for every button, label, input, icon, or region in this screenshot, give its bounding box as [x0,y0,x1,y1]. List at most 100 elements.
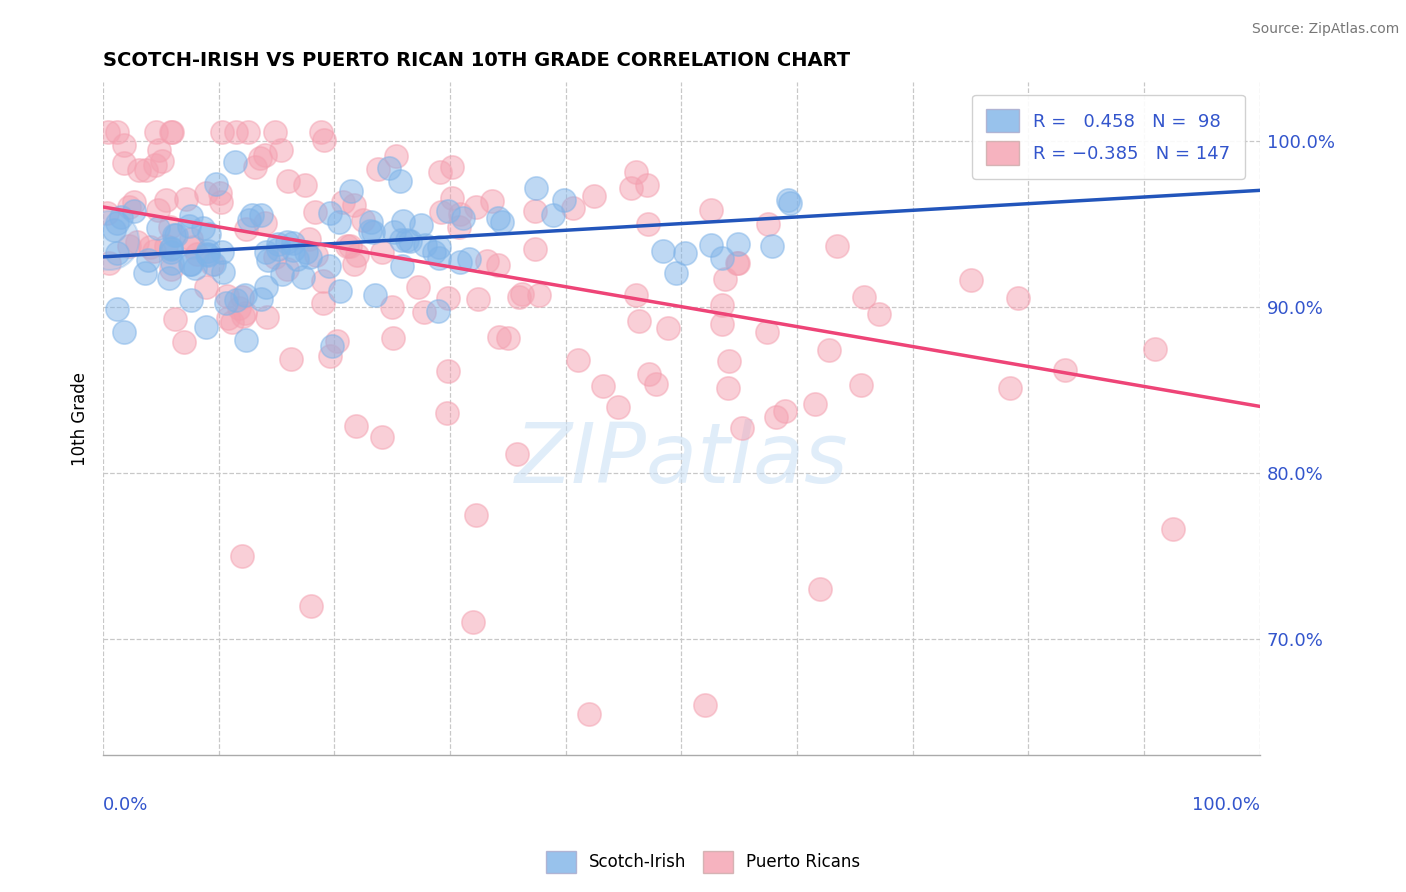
Point [391,259,413,273]
Point [451,211,474,226]
Point [441,191,464,205]
Point [1007,291,1029,305]
Point [143,244,166,259]
Point [527,287,550,301]
Point [294,244,316,259]
Point [496,331,519,345]
Point [567,352,589,367]
Point [430,205,453,219]
Point [162,228,184,243]
Point [481,194,503,209]
Point [825,238,848,252]
Point [160,256,183,270]
Point [849,377,872,392]
Point [541,208,564,222]
Point [427,240,450,254]
Point [524,181,547,195]
Point [321,339,343,353]
Point [160,262,183,277]
Point [637,217,659,231]
Point [225,125,247,139]
Point [389,233,412,247]
Point [486,211,509,225]
Point [731,421,754,435]
Point [292,269,315,284]
Point [363,225,385,239]
Point [231,290,253,304]
Point [127,235,149,249]
Point [194,186,217,200]
Point [186,247,208,261]
Point [346,248,368,262]
Point [197,248,219,262]
Point [146,220,169,235]
Point [165,311,187,326]
Point [159,219,181,234]
Point [693,698,716,713]
Point [257,252,280,267]
Point [449,219,471,234]
Point [620,181,643,195]
Point [112,137,135,152]
Point [198,227,221,242]
Point [155,193,177,207]
Point [700,202,723,217]
Point [359,224,381,238]
Point [765,409,787,424]
Point [637,367,659,381]
Point [294,178,316,192]
Point [628,314,651,328]
Point [285,252,308,266]
Point [328,215,350,229]
Point [298,232,321,246]
Point [165,227,187,242]
Point [458,252,481,267]
Point [180,257,202,271]
Point [319,349,342,363]
Point [312,274,335,288]
Point [235,334,257,348]
Point [160,241,183,255]
Point [97,233,120,247]
Point [304,205,326,219]
Point [626,165,648,179]
Point [381,300,404,314]
Point [360,215,382,229]
Point [240,208,263,222]
Point [174,192,197,206]
Point [270,144,292,158]
Point [184,260,207,275]
Point [105,216,128,230]
Point [440,160,463,174]
Point [339,239,361,253]
Point [112,325,135,339]
Point [606,401,628,415]
Point [371,430,394,444]
Point [319,206,342,220]
Point [553,193,575,207]
Point [180,232,202,246]
Point [195,279,218,293]
Point [217,310,239,325]
Point [486,258,509,272]
Point [159,125,181,139]
Point [779,196,801,211]
Point [436,203,458,218]
Point [180,209,202,223]
Point [201,257,224,271]
Point [276,262,298,277]
Point [524,242,547,256]
Point [232,309,254,323]
Point [413,238,436,252]
Point [299,250,322,264]
Point [215,296,238,310]
Legend: Scotch-Irish, Puerto Ricans: Scotch-Irish, Puerto Ricans [538,845,868,880]
Point [463,615,485,630]
Point [1161,522,1184,536]
Point [173,334,195,349]
Point [343,197,366,211]
Point [103,223,125,237]
Point [467,293,489,307]
Point [224,154,246,169]
Point [804,396,827,410]
